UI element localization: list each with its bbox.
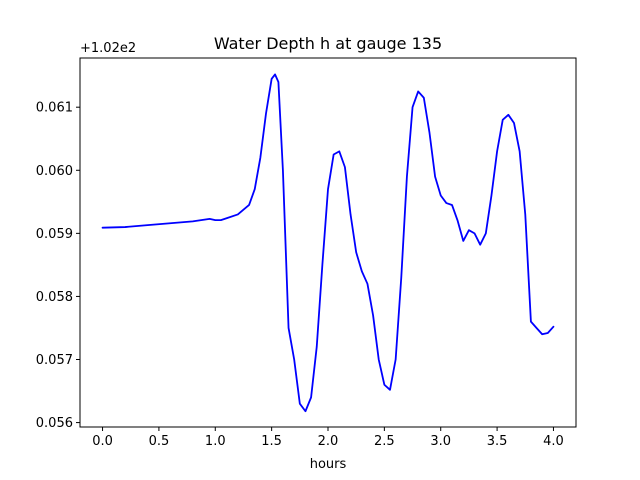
x-tick-label: 4.0 (543, 434, 564, 449)
y-tick-label: 0.057 (36, 353, 73, 368)
y-tick-label: 0.056 (36, 416, 73, 431)
y-tick-label: 0.059 (36, 227, 73, 242)
plot-frame (79, 57, 577, 428)
y-tick-label: 0.061 (36, 101, 73, 116)
x-tick-label: 3.5 (487, 434, 508, 449)
chart-title: Water Depth h at gauge 135 (214, 34, 442, 53)
plot-area (79, 57, 577, 428)
x-tick-label: 2.0 (318, 434, 339, 449)
series-line-0 (101, 73, 555, 413)
x-tick-label: 0.0 (92, 434, 113, 449)
x-tick-label: 1.0 (205, 434, 226, 449)
x-tick-label: 2.5 (374, 434, 395, 449)
y-offset-label: +1.02e2 (80, 41, 136, 56)
x-tick-label: 3.0 (430, 434, 451, 449)
x-axis-label: hours (310, 457, 347, 472)
x-tick-label: 1.5 (261, 434, 282, 449)
y-tick-label: 0.058 (36, 290, 73, 305)
x-axis-ticks: 0.0 0.5 1.0 1.5 2.0 2.5 3.0 3.5 4.0 (92, 427, 564, 449)
y-tick-label: 0.060 (36, 164, 73, 179)
y-axis-ticks: 0.056 0.057 0.058 0.059 0.060 0.061 (36, 101, 80, 431)
x-tick-label: 0.5 (149, 434, 170, 449)
